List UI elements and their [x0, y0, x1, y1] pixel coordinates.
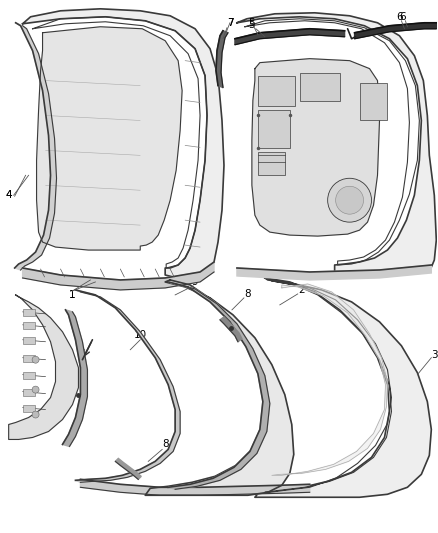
Text: 9: 9 [192, 277, 198, 287]
Bar [23, 405, 35, 411]
Polygon shape [63, 310, 88, 447]
Bar [23, 309, 35, 316]
Text: 7: 7 [226, 18, 233, 28]
Circle shape [32, 356, 39, 363]
Bar [23, 337, 35, 344]
Text: 4: 4 [5, 190, 12, 200]
Text: 1: 1 [69, 290, 76, 300]
Polygon shape [9, 295, 78, 439]
Polygon shape [23, 9, 224, 280]
Text: 4: 4 [5, 190, 12, 200]
Polygon shape [252, 59, 379, 236]
Text: 8: 8 [244, 289, 251, 299]
Polygon shape [168, 282, 270, 489]
Text: 3: 3 [431, 350, 438, 360]
Text: 6: 6 [396, 12, 403, 22]
Text: 1: 1 [69, 290, 76, 300]
Polygon shape [355, 23, 436, 39]
Bar [23, 389, 35, 395]
Polygon shape [14, 23, 57, 270]
Polygon shape [115, 458, 141, 479]
Polygon shape [235, 29, 345, 45]
Text: 5: 5 [249, 20, 255, 30]
Text: 10: 10 [134, 330, 147, 340]
Circle shape [336, 186, 364, 214]
Polygon shape [216, 31, 228, 87]
Text: 7: 7 [226, 18, 233, 28]
Polygon shape [255, 278, 431, 497]
Polygon shape [81, 479, 310, 495]
Polygon shape [37, 27, 182, 250]
Bar [360, 83, 388, 120]
Circle shape [32, 386, 39, 393]
Bar [23, 322, 35, 329]
Polygon shape [237, 265, 431, 280]
Bar [300, 72, 339, 101]
Polygon shape [23, 262, 214, 290]
Polygon shape [237, 13, 436, 272]
Polygon shape [220, 317, 242, 342]
Circle shape [328, 178, 371, 222]
Text: 2: 2 [298, 285, 305, 295]
Polygon shape [75, 290, 180, 482]
Bar [258, 76, 295, 106]
Text: 5: 5 [249, 18, 255, 28]
Text: 8: 8 [162, 439, 169, 449]
Bar [258, 152, 285, 175]
Bar [23, 355, 35, 362]
Bar [258, 110, 290, 148]
Bar [23, 372, 35, 378]
Text: 6: 6 [399, 12, 406, 22]
Circle shape [32, 411, 39, 418]
Polygon shape [145, 280, 294, 495]
Polygon shape [272, 284, 388, 475]
